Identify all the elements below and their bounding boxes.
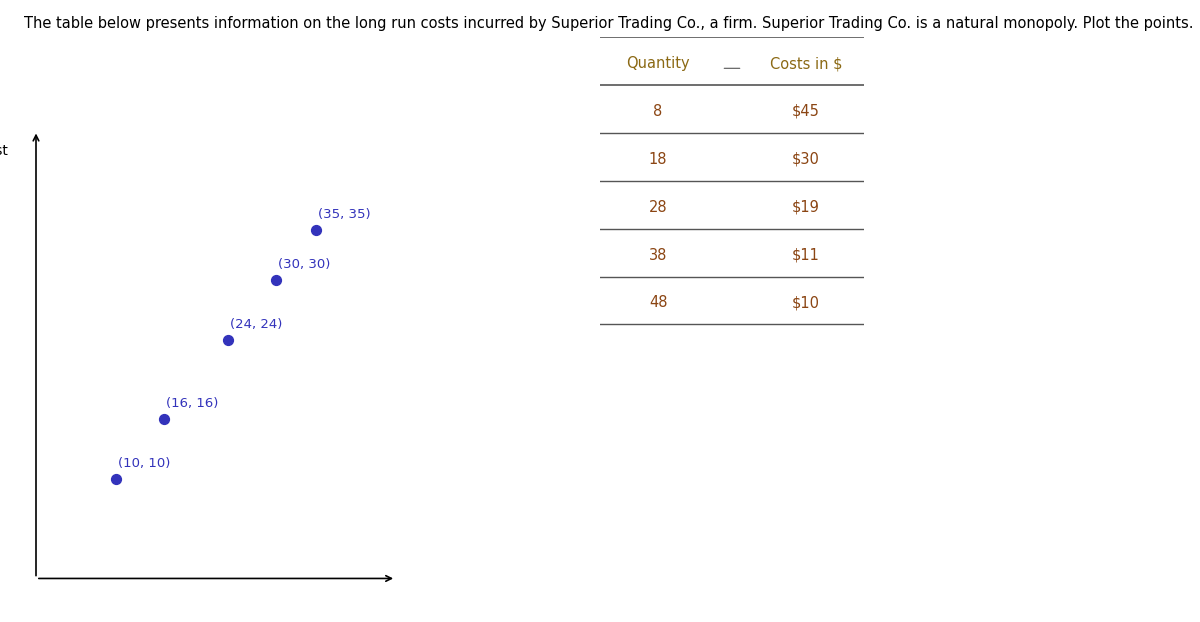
Text: (24, 24): (24, 24) — [230, 318, 283, 331]
Text: (10, 10): (10, 10) — [119, 457, 170, 470]
Text: Cost: Cost — [0, 144, 8, 158]
Text: The table below presents information on the long run costs incurred by Superior : The table below presents information on … — [24, 16, 1194, 30]
Text: 18: 18 — [649, 152, 667, 167]
Text: Quantity: Quantity — [626, 56, 690, 71]
Text: 8: 8 — [654, 104, 662, 119]
Text: $11: $11 — [792, 248, 820, 262]
Text: $45: $45 — [792, 104, 820, 119]
Point — [266, 275, 286, 285]
Text: $19: $19 — [792, 200, 820, 215]
Text: (35, 35): (35, 35) — [318, 208, 371, 221]
Text: 38: 38 — [649, 248, 667, 262]
Text: 28: 28 — [649, 200, 667, 215]
Text: $10: $10 — [792, 295, 820, 310]
Text: (30, 30): (30, 30) — [278, 258, 331, 271]
Point — [306, 225, 325, 235]
Text: $30: $30 — [792, 152, 820, 167]
Point — [218, 335, 238, 345]
Point — [107, 474, 126, 484]
Text: Costs in $: Costs in $ — [769, 56, 842, 71]
Text: (16, 16): (16, 16) — [167, 397, 218, 411]
Point — [155, 414, 174, 424]
Text: 48: 48 — [649, 295, 667, 310]
